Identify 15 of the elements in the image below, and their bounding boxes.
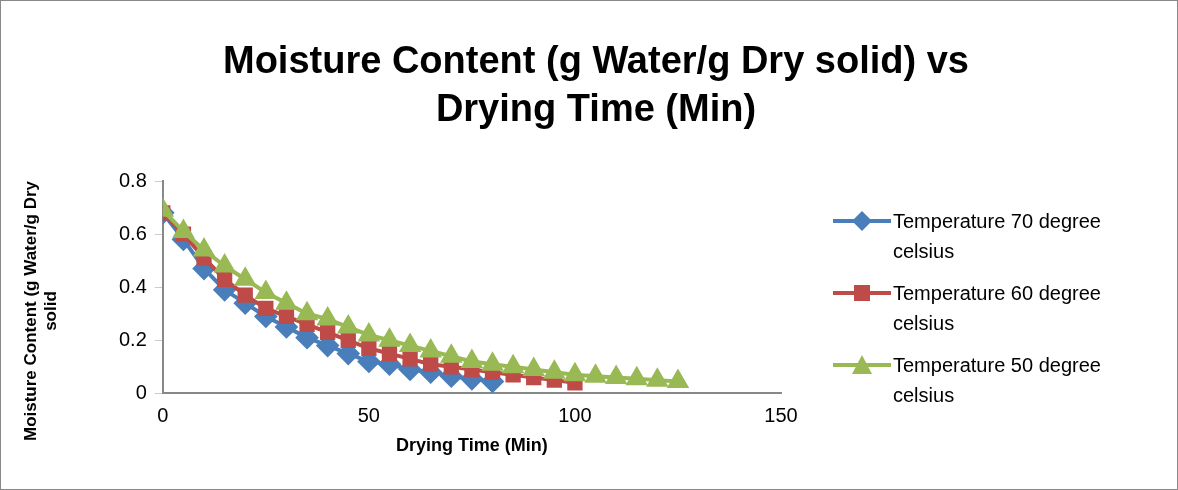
y-tick-label: 0.4 bbox=[118, 274, 147, 297]
x-axis-title: Drying Time (Min) bbox=[396, 435, 548, 456]
x-tick-label: 50 bbox=[357, 403, 380, 426]
y-tick-label: 0 bbox=[135, 380, 147, 403]
y-tick-label: 0.2 bbox=[118, 327, 147, 350]
y-axis-title: Moisture Content (g Water/g Dry solid bbox=[21, 180, 61, 444]
y-tick-label: 0.8 bbox=[118, 168, 147, 191]
x-tick-label: 0 bbox=[157, 403, 169, 426]
x-tick-label: 100 bbox=[558, 403, 592, 426]
legend-label: Temperature 50 degree celsius bbox=[893, 353, 1102, 408]
x-tick-label: 150 bbox=[764, 403, 798, 426]
y-tick-label: 0.6 bbox=[118, 221, 147, 244]
chart-title: Moisture Content (g Water/g Dry solid) vs Drying Time (Min) bbox=[222, 38, 970, 131]
legend-label: Temperature 70 degree celsius bbox=[893, 209, 1102, 264]
legend-label: Temperature 60 degree celsius bbox=[893, 281, 1102, 336]
